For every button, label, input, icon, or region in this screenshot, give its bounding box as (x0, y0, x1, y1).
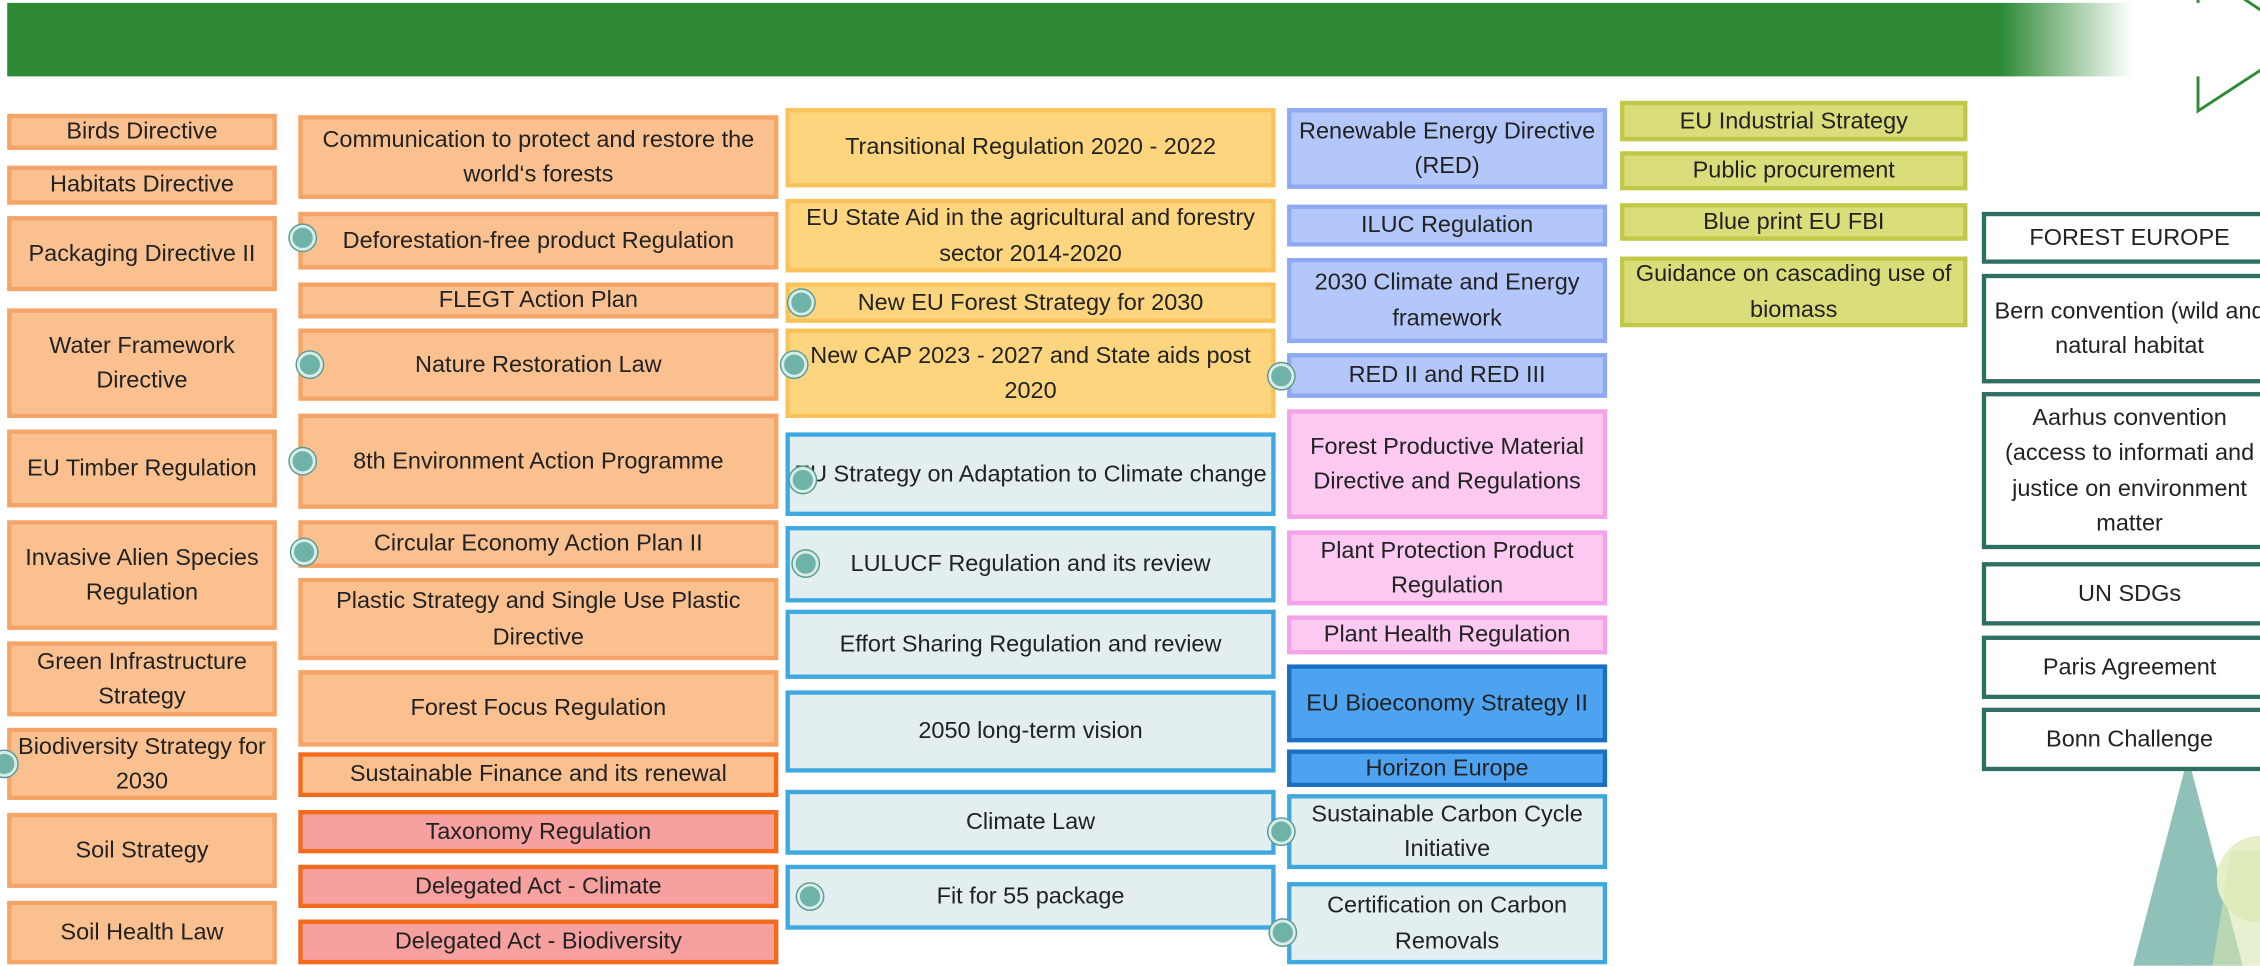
policy-box: Paris Agreement (1982, 636, 2260, 699)
policy-box: Sustainable Finance and its renewal (298, 752, 778, 797)
tree (2133, 757, 2260, 966)
policy-box: Birds Directive (7, 114, 277, 150)
badge-icon (793, 551, 819, 577)
policy-box: ILUC Regulation (1287, 205, 1607, 247)
policy-box: Habitats Directive (7, 166, 277, 205)
policy-box: Delegated Act - Climate (298, 865, 778, 908)
policy-box: Packaging Directive II (7, 216, 277, 291)
policy-box: New EU Forest Strategy for 2030 (786, 283, 1276, 323)
badge-icon (290, 225, 316, 251)
policy-box: Forest Focus Regulation (298, 670, 778, 746)
policy-box: Invasive Alien Species Regulation (7, 520, 277, 630)
banner (7, 3, 2198, 77)
policy-box: UN SDGs (1982, 562, 2260, 625)
policy-box: RED II and RED III (1287, 353, 1607, 398)
policy-box: Bonn Challenge (1982, 708, 2260, 771)
badge-icon (290, 448, 316, 474)
policy-box: EU Bioeconomy Strategy II (1287, 664, 1607, 742)
policy-box: Sustainable Carbon Cycle Initiative (1287, 794, 1607, 869)
policy-box: Forest Productive Material Directive and… (1287, 409, 1607, 519)
badge-icon (291, 539, 317, 565)
policy-box: Biodiversity Strategy for 2030 (7, 728, 277, 800)
policy-box: Guidance on cascading use of biomass (1620, 257, 1967, 328)
policy-box: Horizon Europe (1287, 749, 1607, 786)
badge-icon (297, 352, 323, 378)
badge-icon (1268, 819, 1294, 845)
policy-box: 2030 Climate and Energy framework (1287, 258, 1607, 343)
policy-box: Climate Law (786, 790, 1276, 855)
policy-box: EU Industrial Strategy (1620, 101, 1967, 141)
policy-box: 2050 long-term vision (786, 690, 1276, 772)
policy-box: EU Timber Regulation (7, 430, 277, 508)
policy-box: Delegated Act - Biodiversity (298, 920, 778, 965)
policy-box: Water Framework Directive (7, 308, 277, 418)
policy-box: EU State Aid in the agricultural and for… (786, 199, 1276, 273)
policy-box: Public procurement (1620, 151, 1967, 190)
policy-box: Plant Health Regulation (1287, 615, 1607, 654)
policy-box: Green Infrastructure Strategy (7, 641, 277, 716)
policy-box: FLEGT Action Plan (298, 283, 778, 319)
policy-box: Bern convention (wild and natural habita… (1982, 274, 2260, 384)
policy-box: Fit for 55 package (786, 865, 1276, 930)
policy-box: FOREST EUROPE (1982, 212, 2260, 264)
policy-box: Aarhus convention (access to informati a… (1982, 392, 2260, 549)
policy-box: Soil Strategy (7, 813, 277, 888)
policy-box: Transitional Regulation 2020 - 2022 (786, 108, 1276, 187)
policy-box: Nature Restoration Law (298, 329, 778, 401)
policy-box: EU Strategy on Adaptation to Climate cha… (786, 432, 1276, 516)
policy-box: Plastic Strategy and Single Use Plastic … (298, 578, 778, 660)
badge-icon (797, 884, 823, 910)
policy-box: Blue print EU FBI (1620, 203, 1967, 240)
policy-box: Certification on Carbon Removals (1287, 882, 1607, 964)
policy-box: LULUCF Regulation and its review (786, 526, 1276, 602)
policy-box: Renewable Energy Directive (RED) (1287, 108, 1607, 189)
policy-box: New CAP 2023 - 2027 and State aids post … (786, 329, 1276, 418)
badge-icon (790, 467, 816, 493)
policy-box: 8th Environment Action Programme (298, 414, 778, 509)
policy-box: Soil Health Law (7, 901, 277, 964)
page: Birds Directive Habitats Directive Packagi… (0, 0, 2260, 966)
diagram: Birds Directive Habitats Directive Packagi… (0, 0, 2260, 966)
badge-icon (1270, 920, 1296, 946)
banner-arrow (2198, 0, 2260, 111)
policy-box: Taxonomy Regulation (298, 810, 778, 853)
policy-box: Circular Economy Action Plan II (298, 520, 778, 568)
policy-box: Effort Sharing Regulation and review (786, 610, 1276, 679)
badge-icon (781, 352, 807, 378)
policy-box: Plant Protection Product Regulation (1287, 530, 1607, 605)
policy-box: Deforestation-free product Regulation (298, 212, 778, 270)
badge-icon (1268, 363, 1294, 389)
badge-icon (788, 290, 814, 316)
policy-box: Communication to protect and restore the… (298, 115, 778, 199)
